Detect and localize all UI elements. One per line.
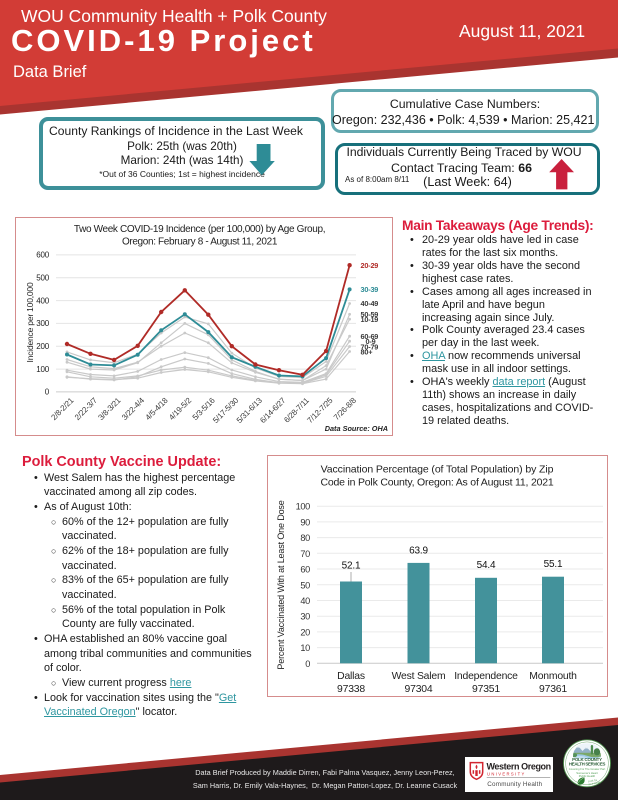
svg-text:55.1: 55.1	[544, 559, 563, 570]
svg-text:Dallas: Dallas	[337, 671, 365, 682]
svg-text:Percent Vaccinated With at Lea: Percent Vaccinated With at Least One Dos…	[276, 500, 286, 669]
svg-text:100: 100	[296, 502, 311, 512]
svg-text:Community Health: Community Health	[487, 781, 542, 788]
svg-text:3/8-3/21: 3/8-3/21	[96, 395, 123, 422]
svg-text:4/19-5/2: 4/19-5/2	[167, 395, 194, 422]
svg-text:Western Oregon: Western Oregon	[486, 761, 550, 771]
svg-text:50-59: 50-59	[361, 310, 379, 319]
svg-text:UNIVERSITY: UNIVERSITY	[487, 771, 526, 776]
svg-text:3/22-4/4: 3/22-4/4	[120, 395, 147, 422]
svg-text:Look for: Look for	[588, 778, 598, 783]
svg-text:80: 80	[300, 533, 310, 543]
svg-text:HEALTH SERVICES: HEALTH SERVICES	[569, 762, 606, 767]
svg-text:90: 90	[300, 517, 310, 527]
svg-text:Someone's Heart: Someone's Heart	[576, 771, 598, 775]
svg-text:Oregon: February 8 - August 11: Oregon: February 8 - August 11, 2021	[122, 236, 278, 247]
svg-text:Two Week COVID-19 Incidence (p: Two Week COVID-19 Incidence (per 100,000…	[74, 224, 325, 235]
svg-text:50: 50	[300, 580, 310, 590]
svg-text:your health: your health	[588, 780, 602, 786]
svg-text:40: 40	[300, 596, 310, 606]
svg-text:Code in Polk County, Oregon: A: Code in Polk County, Oregon: As of Augus…	[320, 477, 553, 489]
svg-text:Public Health: Public Health	[579, 774, 596, 778]
svg-text:Incidence per 100,000: Incidence per 100,000	[25, 282, 35, 362]
svg-text:400: 400	[36, 296, 49, 305]
svg-text:Monmouth: Monmouth	[529, 671, 577, 682]
svg-text:0: 0	[45, 387, 50, 396]
svg-text:2/22-3/7: 2/22-3/7	[73, 395, 100, 422]
svg-text:Covering For The Greater Part: Covering For The Greater Part	[569, 767, 606, 771]
svg-text:100: 100	[36, 364, 49, 373]
svg-text:54.4: 54.4	[477, 560, 496, 571]
svg-text:52.1: 52.1	[342, 561, 361, 572]
svg-text:20-29: 20-29	[361, 260, 379, 269]
svg-text:7/26-8/8: 7/26-8/8	[332, 395, 359, 422]
svg-text:Vaccination Percentage (of Tot: Vaccination Percentage (of Total Populat…	[321, 464, 554, 476]
svg-text:0-9: 0-9	[366, 336, 376, 345]
svg-text:4/5-4/18: 4/5-4/18	[144, 395, 171, 422]
svg-text:POLK COUNTY: POLK COUNTY	[572, 757, 602, 762]
svg-text:97361: 97361	[539, 684, 567, 695]
svg-text:7/12-7/25: 7/12-7/25	[305, 395, 335, 425]
svg-text:2/8-2/21: 2/8-2/21	[49, 395, 76, 422]
svg-text:Data Source: OHA: Data Source: OHA	[325, 424, 388, 433]
svg-text:80+: 80+	[361, 347, 373, 356]
svg-text:30-39: 30-39	[361, 285, 379, 294]
svg-text:60: 60	[300, 565, 310, 575]
svg-text:10-19: 10-19	[361, 314, 379, 323]
svg-text:300: 300	[36, 319, 49, 328]
svg-text:0: 0	[305, 659, 310, 669]
svg-text:97351: 97351	[472, 684, 500, 695]
svg-text:40-49: 40-49	[361, 299, 379, 308]
svg-text:70-79: 70-79	[361, 342, 379, 351]
svg-text:20: 20	[300, 627, 310, 637]
svg-text:600: 600	[36, 250, 49, 259]
svg-text:30: 30	[300, 612, 310, 622]
svg-text:97338: 97338	[337, 684, 365, 695]
svg-text:West Salem: West Salem	[392, 671, 446, 682]
svg-text:97304: 97304	[405, 684, 433, 695]
svg-text:Independence: Independence	[454, 671, 518, 682]
svg-text:500: 500	[36, 273, 49, 282]
svg-text:63.9: 63.9	[409, 545, 428, 556]
svg-text:60-69: 60-69	[361, 332, 379, 341]
svg-text:70: 70	[300, 549, 310, 559]
svg-text:200: 200	[36, 342, 49, 351]
svg-text:10: 10	[300, 643, 310, 653]
